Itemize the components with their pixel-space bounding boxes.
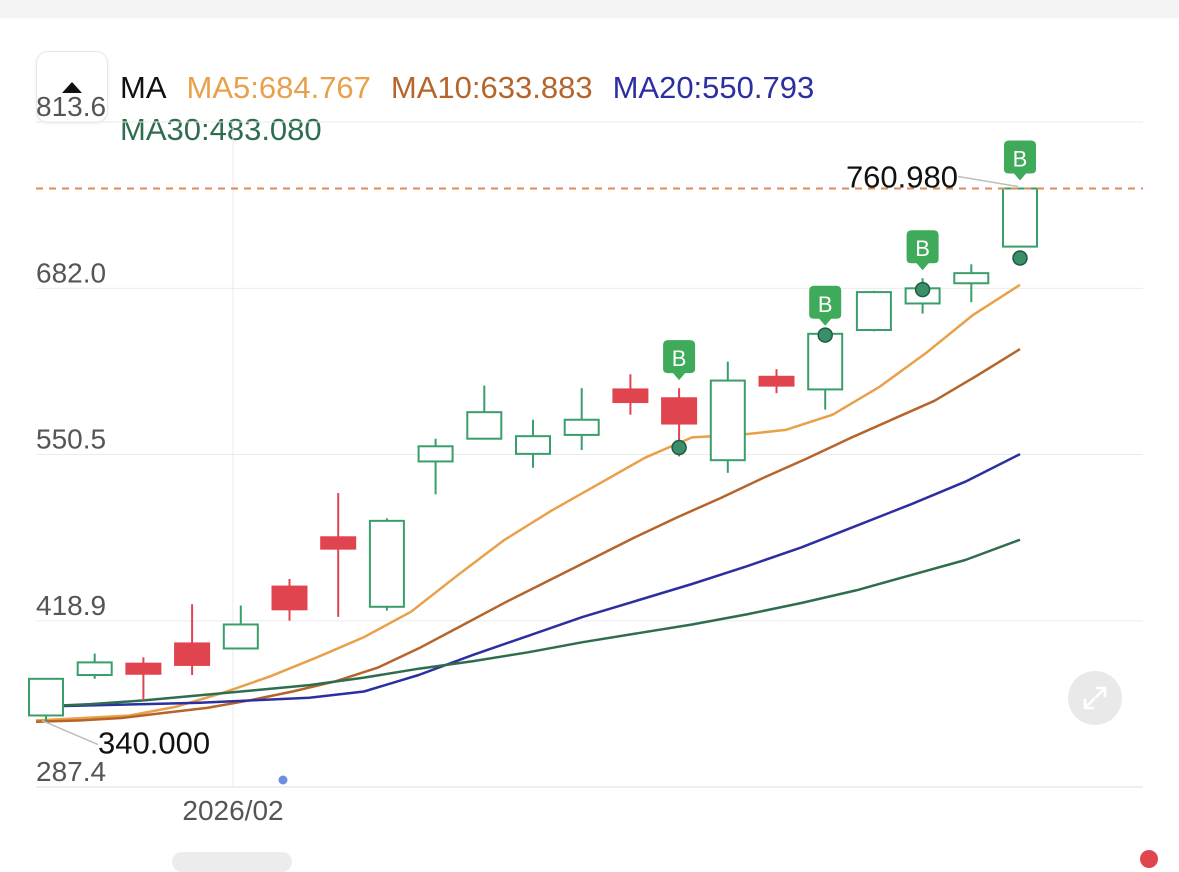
y-tick-label: 550.5: [36, 424, 106, 455]
candle-body: [709, 379, 746, 462]
candle-body: [28, 677, 64, 717]
signal-dot: [1012, 250, 1028, 266]
expand-icon: [1083, 686, 1107, 710]
high-label-leader: [957, 175, 1019, 188]
signal-dot: [817, 327, 833, 343]
candle-body: [125, 662, 162, 675]
legend-ma20: MA20:550.793: [612, 70, 815, 105]
candle-body: [661, 397, 698, 425]
ma-line-ma10: [35, 348, 1021, 724]
candle: [758, 369, 795, 394]
candles: [28, 187, 1038, 721]
candle: [222, 605, 259, 650]
candle: [466, 385, 503, 440]
signal-dot: [914, 281, 931, 298]
y-tick-label: 418.9: [36, 590, 106, 621]
candle-body: [271, 585, 308, 611]
legend-ma10: MA10:633.883: [390, 70, 593, 105]
y-tick-label: 682.0: [36, 257, 106, 288]
candle: [563, 388, 600, 451]
candle-body: [76, 661, 113, 677]
candle: [709, 361, 746, 473]
buy-signal: B: [906, 230, 939, 298]
y-tick-label: 287.4: [36, 756, 106, 787]
candle-body: [563, 418, 600, 436]
legend-ma-label: MA: [120, 70, 167, 105]
marker-dot: [278, 775, 288, 785]
low-price-label: 340.000: [98, 726, 210, 761]
candle: [953, 264, 990, 303]
expand-chart-button[interactable]: [1068, 671, 1122, 725]
signal-badge-text: B: [818, 292, 833, 317]
candle: [417, 438, 454, 495]
candle: [271, 578, 308, 621]
candle: [612, 374, 649, 415]
candle: [661, 388, 698, 457]
signal-badge: [906, 230, 939, 271]
axis-labels: 813.6 682.0 550.5 418.9 287.4 2026/02 760.980 3…: [36, 91, 1143, 826]
signal-badge-text: B: [1013, 147, 1028, 172]
buy-signal: B: [663, 340, 696, 456]
legend-ma30: MA30:483.080: [120, 112, 322, 147]
candle: [320, 493, 357, 617]
candle-body: [855, 291, 892, 332]
candle: [807, 332, 844, 410]
signal-badge: [1004, 140, 1036, 181]
indicator-legend: MA MA5:684.767 MA10:633.883 MA20:550.793 MA…: [120, 66, 1020, 152]
candle-body: [320, 536, 357, 550]
bottom-tab-pill[interactable]: [172, 852, 292, 872]
ma-line-ma20: [35, 452, 1021, 708]
candle: [368, 518, 405, 611]
candle-body: [1002, 187, 1038, 248]
moving-average-lines: [35, 283, 1021, 724]
ma-line-ma5: [35, 283, 1021, 722]
signal-badge-text: B: [915, 236, 930, 261]
candle-body: [368, 519, 405, 608]
grid-lines: [36, 121, 1143, 788]
buy-signal: B: [1004, 140, 1036, 266]
signal-badge-text: B: [672, 346, 687, 371]
candle-body: [515, 435, 551, 455]
notification-dot: [1140, 850, 1158, 868]
legend-ma5: MA5:684.767: [186, 70, 371, 105]
triangle-up-icon: [62, 81, 82, 93]
candle: [1002, 187, 1038, 248]
buy-signals: B B B B: [663, 140, 1036, 456]
collapse-indicators-button[interactable]: [36, 51, 108, 123]
buy-signal: B: [809, 285, 842, 343]
candle: [515, 419, 551, 468]
y-tick-label: 813.6: [36, 91, 106, 122]
candle-body: [612, 388, 649, 404]
top-strip: [0, 0, 1179, 18]
candle-body: [466, 411, 503, 440]
signal-dot: [671, 439, 687, 456]
signal-badge: [663, 340, 696, 381]
candle: [76, 653, 113, 679]
high-price-label: 760.980: [846, 160, 958, 195]
x-tick-label: 2026/02: [182, 795, 283, 826]
candle-body: [417, 445, 454, 463]
candle: [125, 657, 162, 701]
candle: [28, 677, 64, 721]
candle-body: [174, 642, 211, 666]
candle-body: [807, 332, 844, 391]
candle: [174, 604, 211, 676]
candle: [855, 290, 892, 332]
low-label-leader: [41, 719, 99, 746]
ma-line-ma30: [35, 538, 1021, 708]
signal-badge: [809, 285, 842, 326]
candle-body: [758, 375, 795, 387]
candle-body: [222, 623, 259, 650]
candle-body: [953, 272, 990, 285]
